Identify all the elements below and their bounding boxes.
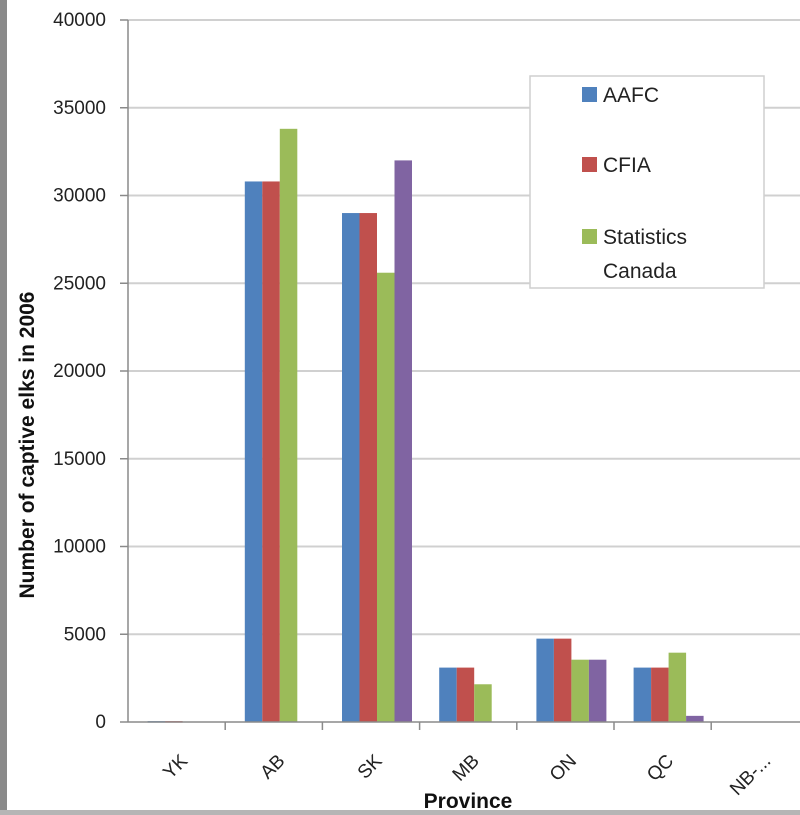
y-tick-label: 40000 [53,10,106,31]
y-tick-label: 30000 [53,186,106,207]
bar-sk-series-3 [377,272,395,722]
bar-qc-series-4 [686,715,704,722]
bar-ab-series-1 [244,181,263,722]
x-tick-label: NB-... [726,751,775,800]
bar-on-series-4 [588,659,607,722]
y-tick-labels: 0 5000 10000 15000 20000 25000 30000 35000 40000 [53,10,106,733]
bar-qc-series-2 [651,667,669,722]
legend-label-1: AAFC [603,84,659,107]
bar-sk-series-1 [342,213,360,723]
x-tick-label: YK [159,750,192,783]
legend: AAFC CFIA Statistics Canada [529,75,765,289]
x-tick-label: SK [354,750,387,783]
bar-mb-series-1 [439,667,457,722]
bar-sk-series-4 [394,160,412,722]
x-tick-label: MB [449,751,484,786]
legend-box [529,75,765,289]
y-tick-label: 35000 [53,98,106,119]
left-frame-border [0,0,7,815]
y-tick-label: 10000 [53,537,106,558]
bar-on-series-3 [571,659,589,722]
axes [127,20,800,730]
legend-label-2: CFIA [603,154,651,177]
x-tick-label: AB [257,751,290,784]
y-tick-label: 5000 [64,624,106,645]
x-tick-label: ON [546,751,581,786]
bar-on-series-1 [536,638,554,722]
legend-swatch-1 [582,87,597,102]
y-tick-label: 25000 [53,273,106,294]
legend-swatch-3 [582,229,597,244]
bar-ab-series-2 [262,181,280,722]
y-tick-label: 20000 [53,361,106,382]
bar-ab-series-3 [279,128,298,722]
bar-mb-series-3 [474,684,492,722]
legend-swatch-2 [582,157,597,172]
bars [147,128,704,723]
x-axis-title: Province [424,790,513,813]
x-tick-label: QC [643,751,678,786]
bar-qc-series-3 [668,652,687,722]
bar-mb-series-2 [456,667,475,722]
bottom-frame-border [0,810,800,815]
y-tick-label: 0 [95,712,106,733]
bar-qc-series-1 [633,667,652,722]
bar-sk-series-2 [359,213,377,723]
y-tick-label: 15000 [53,449,106,470]
y-axis-title: Number of captive elks in 2006 [16,292,39,599]
legend-label-3: Statistics Canada [603,226,687,283]
bar-on-series-2 [553,638,572,722]
